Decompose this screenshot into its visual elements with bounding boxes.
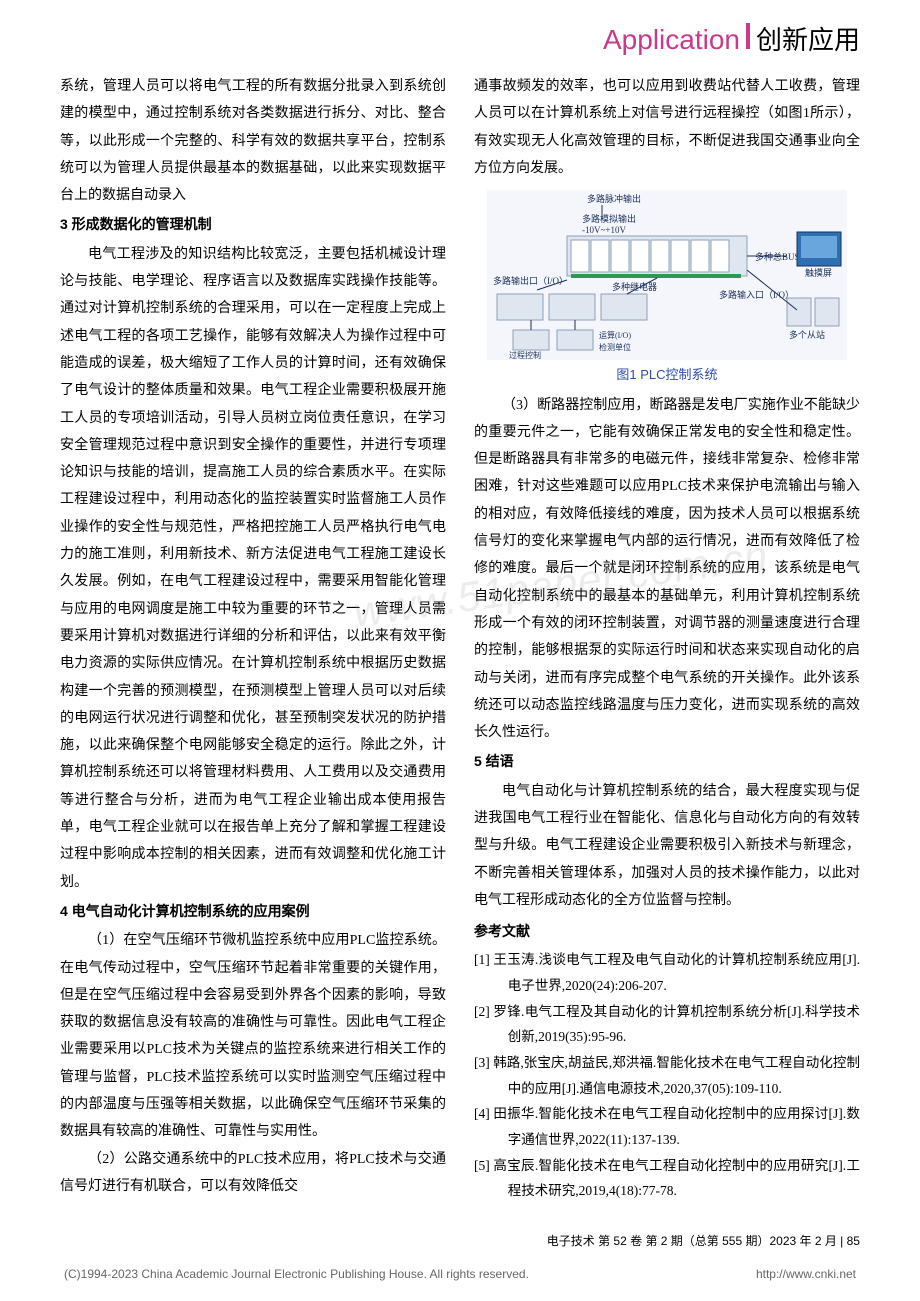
label: 过程控制 [509,350,541,360]
reference-item: [3] 韩路,张宝庆,胡益民,郑洪福.智能化技术在电气工程自动化控制中的应用[J… [474,1050,860,1101]
rack-pins [571,274,741,278]
slave-module [815,298,839,326]
label: 检测单位 [599,342,631,352]
module-box [497,294,543,320]
page-footer: 电子技术 第 52 卷 第 2 期（总第 555 期）2023 年 2 月 | … [60,1232,860,1249]
label: 多个从站 [789,329,825,340]
label: 多路脉冲输出 [587,193,641,204]
body-paragraph: （3）断路器控制应用，断路器是发电厂实施作业不能缺少的重要元件之一，它能有效确保… [474,392,860,747]
references-heading: 参考文献 [474,918,860,945]
small-module [513,330,549,350]
reference-item: [1] 王玉涛.浅谈电气工程及电气自动化的计算机控制系统应用[J].电子世界,2… [474,947,860,998]
plc-diagram: 多路脉冲输出 多路模拟输出 -10V~+10V [487,190,847,360]
small-module [557,330,593,350]
section-5-heading: 5 结语 [474,748,860,775]
reference-item: [5] 高宝辰.智能化技术在电气工程自动化控制中的应用研究[J].工程技术研究,… [474,1153,860,1204]
body-paragraph: 电气自动化与计算机控制系统的结合，最大程度实现与促进我国电气工程行业在智能化、信… [474,778,860,914]
module-box [549,294,595,320]
body-paragraph: （2）公路交通系统中的PLC技术应用，将PLC技术与交通信号灯进行有机联合，可以… [60,1146,446,1201]
header-divider [746,23,750,49]
header-en: Application [603,24,740,56]
copyright-line: (C)1994-2023 China Academic Journal Elec… [60,1267,860,1281]
label: -10V~+10V [582,225,626,235]
section-4-heading: 4 电气自动化计算机控制系统的应用案例 [60,898,446,925]
page: Application 创新应用 系统，管理人员可以将电气工程的所有数据分批录入… [0,0,920,1301]
figure-1: 多路脉冲输出 多路模拟输出 -10V~+10V [474,190,860,387]
label: 多路模拟输出 [582,213,636,224]
two-column-layout: 系统，管理人员可以将电气工程的所有数据分批录入到系统创建的模型中，通过控制系统对… [60,73,860,1204]
reference-item: [2] 罗锋.电气工程及其自动化的计算机控制系统分析[J].科学技术创新,201… [474,999,860,1050]
label: 运算(I/O) [599,330,631,340]
slave-module [787,298,811,326]
copyright-url: http://www.cnki.net [756,1267,856,1281]
body-paragraph: 系统，管理人员可以将电气工程的所有数据分批录入到系统创建的模型中，通过控制系统对… [60,73,446,209]
reference-item: [4] 田振华.智能化技术在电气工程自动化控制中的应用探讨[J].数字通信世界,… [474,1101,860,1152]
body-paragraph: 电气工程涉及的知识结构比较宽泛，主要包括机械设计理论与技能、电学理论、程序语言以… [60,241,446,896]
body-paragraph: （1）在空气压缩环节微机监控系统中应用PLC监控系统。在电气传动过程中，空气压缩… [60,927,446,1145]
copyright-text: (C)1994-2023 China Academic Journal Elec… [64,1267,529,1281]
section-header: Application 创新应用 [60,20,860,57]
right-column: 通事故频发的效率，也可以应用到收费站代替人工收费，管理人员可以在计算机系统上对信… [474,73,860,1204]
figure-1-caption: 图1 PLC控制系统 [474,362,860,387]
label: 触摸屏 [805,267,832,278]
footer-right: 电子技术 第 52 卷 第 2 期（总第 555 期）2023 年 2 月 | … [547,1232,860,1249]
section-3-heading: 3 形成数据化的管理机制 [60,211,446,238]
header-cn: 创新应用 [756,20,860,57]
left-column: 系统，管理人员可以将电气工程的所有数据分批录入到系统创建的模型中，通过控制系统对… [60,73,446,1204]
module-box [601,294,647,320]
label: 多路输出口（I/O） [493,275,568,286]
body-paragraph: 通事故频发的效率，也可以应用到收费站代替人工收费，管理人员可以在计算机系统上对信… [474,73,860,182]
